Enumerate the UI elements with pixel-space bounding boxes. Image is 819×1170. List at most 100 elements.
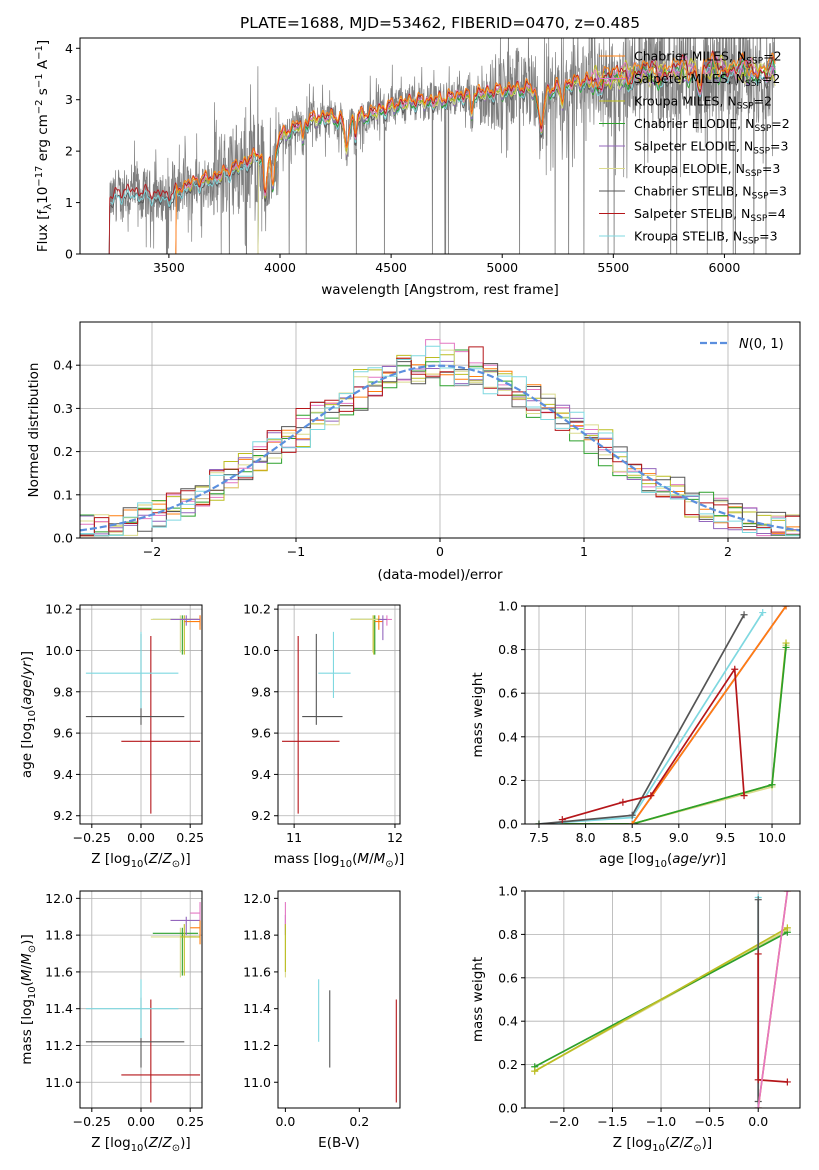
axes-frame [79,37,801,255]
legend-eq: = [762,161,772,176]
weight-marker [754,1104,762,1108]
legend-model: Kroupa STELIB [634,229,725,244]
y-tick-label: 9.4 [251,767,271,782]
y-tick-label: 0.6 [498,970,518,985]
plot-area [85,615,201,814]
plot-area [85,902,201,1103]
axes-frame [524,605,801,825]
label-part: −17 [34,166,45,187]
label-part: ( [667,851,672,867]
plot-area [535,606,790,824]
label-part: A [35,59,51,73]
legend-entry: Salpeter MILES, NSSP=2 [634,71,780,89]
label-part: / [19,675,35,680]
weight-marker [740,792,748,800]
label-part: mass [log [19,999,35,1065]
errorbar-chabrier-elodie [152,927,199,976]
x-tick-label: 8.5 [622,830,642,845]
weight-marker [782,643,790,651]
errorbar-salpeter-stelib [121,635,201,814]
normal-curve [80,364,800,532]
z-mass-axes: −0.25 0.00 0.25 11.0 11.2 11.4 11.6 11.8 12.0 [45,890,204,1129]
x-tick-label: 4000 [264,260,296,275]
label-part: 10 [27,986,38,999]
y-tick-label: 0.2 [498,773,518,788]
y-tick-label: 10.2 [243,602,271,617]
x-tick-label: −1.0 [646,1114,676,1129]
x-tick-label: 9.5 [715,830,735,845]
legend-n: , N [737,116,754,131]
label-part: age [19,680,35,705]
label-part: erg cm [35,114,51,165]
legend-eq: = [770,139,780,154]
x-tick-label: 12 [387,830,403,845]
label-part: 10 [35,187,51,204]
weight-marker [740,611,748,619]
label-part: 10 [654,859,667,870]
errorbar-salpeter-stelib [121,999,201,1103]
x-tick-label: 6000 [709,260,741,275]
x-tick-label: 0.0 [748,1114,768,1129]
label-part: ⊙ [172,859,180,870]
label-part: M [19,953,35,965]
legend-nssp: 2 [782,116,790,131]
weight-line-kroupa-elodie [539,645,787,824]
x-tick-label: 3500 [153,260,185,275]
label-part: ( [143,851,148,867]
y-tick-label: 0.4 [498,1014,518,1029]
label-part: )] [394,851,405,867]
errorbar-salpeter-stelib [282,635,340,814]
label-part: yr [19,660,35,676]
label-part: ( [19,981,35,986]
y-tick-label: 3 [65,92,73,107]
x-axis-label: age [log10(age/yr)] [599,851,726,870]
legend-model: Chabrier MILES [634,49,729,64]
errorbar-kroupa-elodie [350,615,378,653]
y-tick-label: 11.2 [243,1038,271,1053]
legend-n: , N [719,94,736,109]
age-weight-axes: 7.5 8.0 8.5 9.0 9.5 10.0 0.0 0.2 0.4 0.6 0.8 1.0 [498,599,801,845]
weight-marker [558,816,566,824]
weight-marker [628,820,636,824]
label-part: Z [148,851,159,867]
y-tick-label: 9.6 [53,726,73,741]
errorbar-kroupa-stelib [318,631,351,698]
label-part: Z [162,851,173,867]
ebv-mass-axes: 0.0 0.2 11.0 11.2 11.4 11.6 11.8 12.0 [243,890,401,1129]
label-part: ⊙ [693,1143,701,1154]
y-tick-label: 9.4 [53,767,73,782]
y-tick-label: 1.0 [498,599,518,614]
weight-marker [759,609,767,617]
plot-area [108,38,776,254]
legend-n: , N [729,49,746,64]
x-axis-label: Z [log10(Z/Z⊙)] [613,1135,712,1154]
legend-eq: = [762,71,772,86]
label-part: age [log [599,851,654,867]
errorbar-kroupa-elodie [150,615,197,653]
legend-eq: = [769,184,779,199]
plot-area [531,891,791,1108]
legend-sub: SSP [745,169,762,179]
legend-model: Salpeter MILES [634,71,728,86]
x-tick-label: 0.2 [349,1114,369,1129]
y-axis-label: mass [log10(M/M⊙)] [19,934,38,1064]
x-tick-label: −0.25 [73,830,111,845]
y-tick-label: 11.6 [45,964,73,979]
legend-entry: Kroupa STELIB, NSSP=3 [634,229,778,247]
legend-nssp: 3 [772,161,780,176]
x-axis-label: mass [log10(M/M⊙)] [274,851,404,870]
label-part: / [158,1135,163,1151]
y-tick-label: 11.8 [243,928,271,943]
y-tick-label: 1.0 [498,884,518,899]
weight-line-chabrier-stelib [538,614,745,824]
residuals-axes: −2 −1 0 1 2 0.0 0.1 0.2 0.3 0.4 [53,321,801,559]
y-tick-label: 11.4 [45,1001,73,1016]
y-axis-label: Flux [fλ10−17 erg cm−2 s−1 A−1] [34,40,54,252]
x-tick-label: 5000 [486,260,518,275]
legend-nssp: 4 [778,206,786,221]
x-tick-label: −0.5 [694,1114,724,1129]
weight-marker [754,1076,762,1084]
label-part: s [35,88,51,99]
